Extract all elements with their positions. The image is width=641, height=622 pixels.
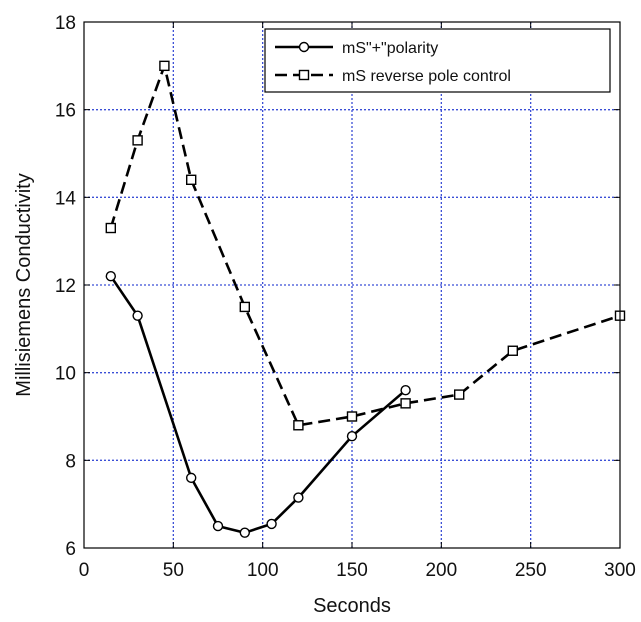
data-point <box>159 60 170 72</box>
legend-entry: mS"+"polarity <box>275 40 438 57</box>
y-axis-title: Millisiemens Conductivity <box>13 173 35 396</box>
legend-marker <box>298 41 310 53</box>
y-tick-label: 12 <box>55 276 76 297</box>
data-point <box>132 310 143 321</box>
data-point <box>239 527 251 538</box>
data-point <box>293 492 304 503</box>
x-tick-label: 250 <box>515 560 547 581</box>
data-point <box>507 345 518 356</box>
y-tick-label: 16 <box>55 101 76 122</box>
x-tick-label: 50 <box>163 560 184 581</box>
data-point <box>400 398 411 409</box>
data-point <box>400 385 411 396</box>
data-point <box>454 389 465 400</box>
data-point <box>185 174 197 186</box>
legend-label: mS"+"polarity <box>342 40 438 57</box>
data-point <box>132 135 143 146</box>
data-point <box>105 222 117 234</box>
legend-label: mS reverse pole control <box>342 68 511 85</box>
series-2 <box>105 60 626 431</box>
x-axis-title: Seconds <box>313 595 391 617</box>
y-tick-label: 18 <box>55 13 76 34</box>
legend-box <box>264 28 611 93</box>
series-1 <box>105 271 411 538</box>
data-point <box>346 411 358 422</box>
x-tick-label: 100 <box>247 560 279 581</box>
data-point <box>212 520 224 532</box>
x-tick-label: 300 <box>604 560 636 581</box>
grid <box>84 22 620 548</box>
y-tick-label: 14 <box>55 188 77 209</box>
y-tick-label: 6 <box>65 539 76 560</box>
ticks: 0 50 100 150 200 250 300 6 8 10 12 14 16 18 <box>55 13 636 581</box>
legend-entry: mS reverse pole control <box>275 68 511 85</box>
legend: mS"+"polarity mS reverse pole control <box>264 28 611 93</box>
data-point <box>293 420 304 431</box>
data-point <box>266 518 277 530</box>
legend-items: mS"+"polarity mS reverse pole control <box>275 40 511 85</box>
x-tick-label: 150 <box>336 560 368 581</box>
data-point <box>239 301 251 313</box>
data-point <box>185 472 197 484</box>
series-line <box>109 64 621 427</box>
data-point <box>105 271 117 282</box>
x-tick-label: 200 <box>425 560 457 581</box>
data-point <box>346 431 358 442</box>
y-tick-label: 10 <box>55 364 76 385</box>
y-tick-label: 8 <box>65 451 76 472</box>
series-group <box>105 60 626 538</box>
legend-marker <box>298 69 310 81</box>
x-tick-label: 0 <box>79 560 90 581</box>
